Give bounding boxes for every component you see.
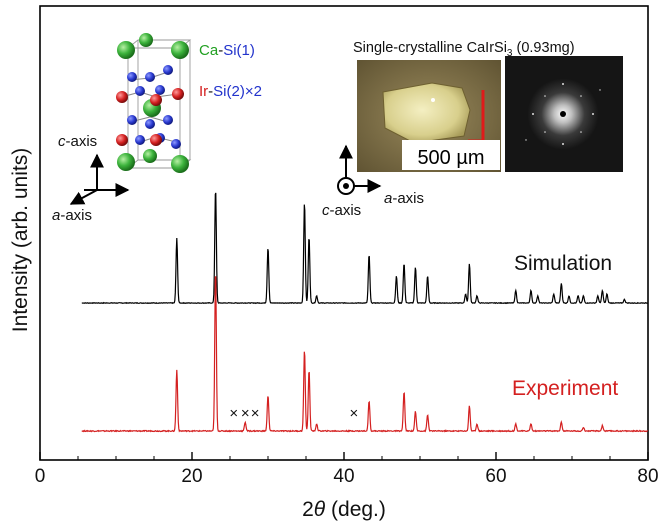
series-label-simulation: Simulation: [514, 252, 612, 275]
impurity-marker: ×: [349, 405, 358, 422]
series-line-simulation: [81, 192, 648, 305]
laue-pattern: [505, 56, 623, 172]
ir-atom: [150, 94, 162, 106]
scale-bar-label: 500 µm: [417, 147, 484, 169]
si-atom: [127, 115, 137, 125]
ca-atom: [117, 41, 135, 59]
impurity-marker: ×: [241, 405, 250, 422]
crystal-title: Single-crystalline CaIrSi3 (0.93mg): [353, 40, 575, 59]
si-atom: [163, 65, 173, 75]
si-atom: [135, 135, 145, 145]
ir-atom: [116, 91, 128, 103]
x-ticks: 0 20 40 60 80: [35, 452, 659, 487]
si-atom: [155, 85, 165, 95]
legend-ir-si2: Ir-Si(2)×2: [199, 83, 262, 100]
x-tick-label: 80: [637, 466, 658, 487]
ca-atom: [139, 33, 153, 47]
x-tick-label: 0: [35, 466, 46, 487]
ca-atom: [117, 153, 135, 171]
crystal-axes: c-axis a-axis: [322, 144, 424, 219]
si-atom: [127, 72, 137, 82]
crystal-photo: 500 µm: [357, 60, 501, 172]
crystal-c-axis-label: c-axis: [322, 202, 361, 219]
x-tick-label: 20: [181, 466, 202, 487]
x-axis-label: 2θ (deg.): [302, 498, 386, 521]
ca-atom: [171, 155, 189, 173]
ir-atom: [150, 134, 162, 146]
si-atom: [163, 115, 173, 125]
legend-ca-si1: Ca-Si(1): [199, 42, 255, 59]
x-tick-label: 60: [485, 466, 506, 487]
structure-a-axis-label: a-axis: [52, 207, 92, 224]
series-label-experiment: Experiment: [512, 377, 618, 400]
ir-atom: [172, 88, 184, 100]
si-atom: [171, 139, 181, 149]
ca-atom: [143, 149, 157, 163]
impurity-markers: × × × ×: [229, 405, 358, 422]
x-tick-label: 40: [333, 466, 354, 487]
crystal-a-axis-label: a-axis: [384, 190, 424, 207]
structure-c-axis-label: c-axis: [58, 133, 97, 150]
impurity-marker: ×: [229, 405, 238, 422]
structure-axes: c-axis a-axis: [52, 133, 130, 224]
si-atom: [135, 86, 145, 96]
ir-atom: [116, 134, 128, 146]
impurity-marker: ×: [251, 405, 260, 422]
crystal-structure-inset: [116, 33, 192, 173]
series-line-experiment: [81, 276, 649, 433]
ca-atom: [171, 41, 189, 59]
si-atom: [145, 72, 155, 82]
y-axis-label: Intensity (arb. units): [9, 148, 32, 332]
si-atom: [145, 119, 155, 129]
